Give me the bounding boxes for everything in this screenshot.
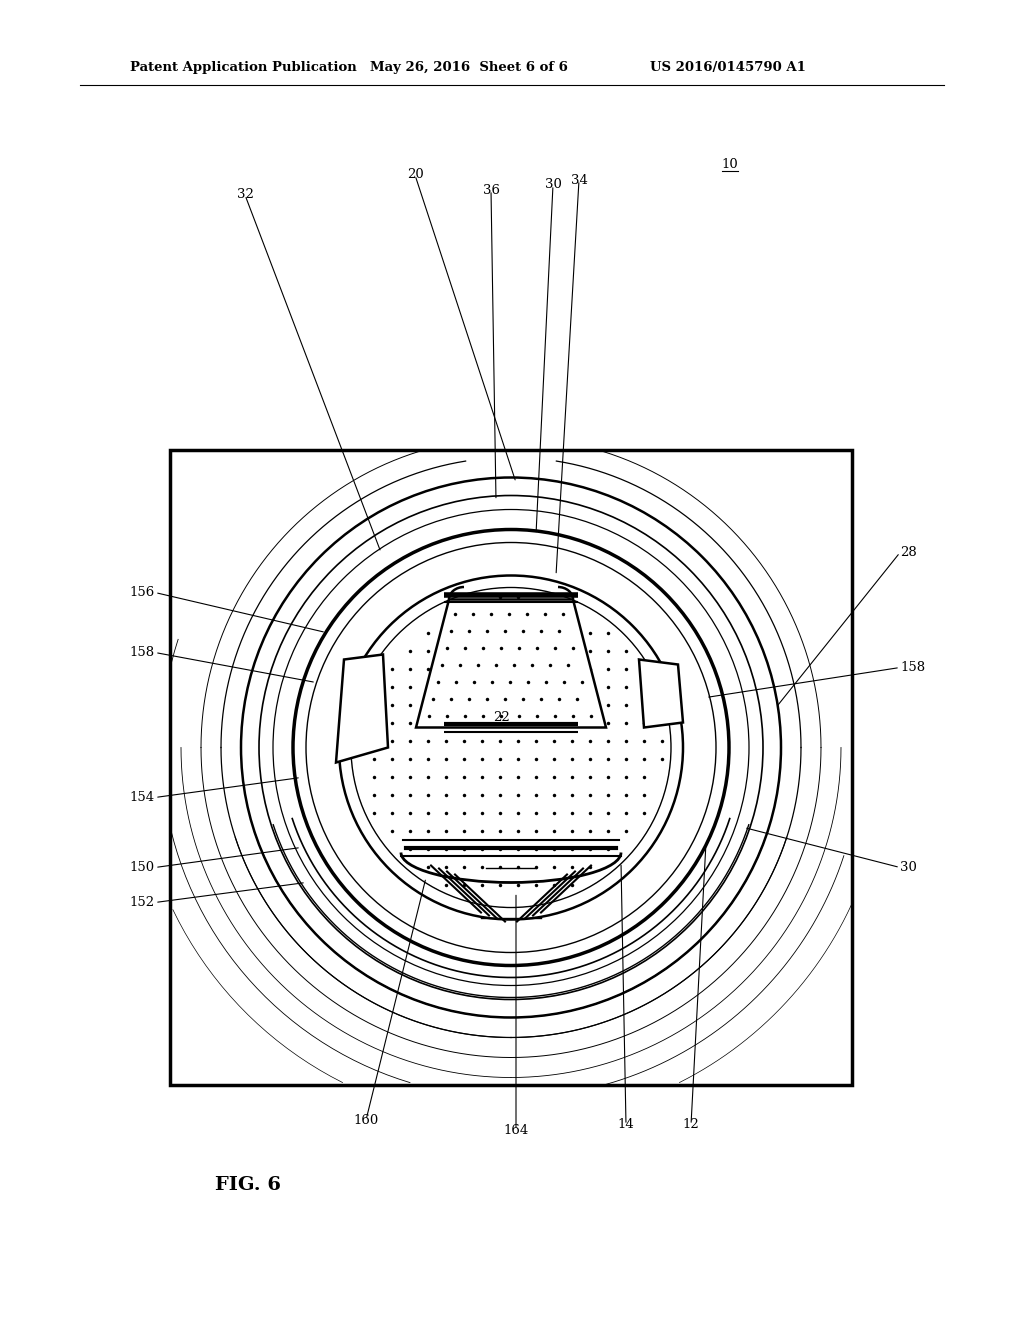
Text: 34: 34	[570, 173, 588, 186]
Text: 22: 22	[493, 711, 509, 723]
Text: 14: 14	[617, 1118, 635, 1131]
Text: 10: 10	[722, 158, 738, 172]
Text: Patent Application Publication: Patent Application Publication	[130, 62, 356, 74]
Text: 30: 30	[900, 861, 916, 874]
Text: 32: 32	[237, 189, 253, 202]
Polygon shape	[416, 599, 606, 727]
Text: 12: 12	[683, 1118, 699, 1131]
Text: 152: 152	[130, 896, 155, 909]
Polygon shape	[639, 660, 683, 727]
Text: 156: 156	[130, 586, 155, 599]
Text: May 26, 2016  Sheet 6 of 6: May 26, 2016 Sheet 6 of 6	[370, 62, 568, 74]
Polygon shape	[336, 655, 388, 763]
Text: 154: 154	[130, 791, 155, 804]
Text: 158: 158	[130, 645, 155, 659]
Text: US 2016/0145790 A1: US 2016/0145790 A1	[650, 62, 806, 74]
Text: 30: 30	[545, 178, 561, 191]
Text: 28: 28	[900, 546, 916, 558]
Text: 164: 164	[504, 1123, 528, 1137]
Bar	[170, 450, 852, 1085]
Text: FIG. 6: FIG. 6	[215, 1176, 281, 1195]
Text: 150: 150	[130, 861, 155, 874]
Circle shape	[353, 590, 669, 906]
Text: 20: 20	[407, 169, 423, 181]
Text: 36: 36	[482, 183, 500, 197]
Text: 160: 160	[353, 1114, 379, 1126]
Text: 158: 158	[900, 661, 925, 675]
